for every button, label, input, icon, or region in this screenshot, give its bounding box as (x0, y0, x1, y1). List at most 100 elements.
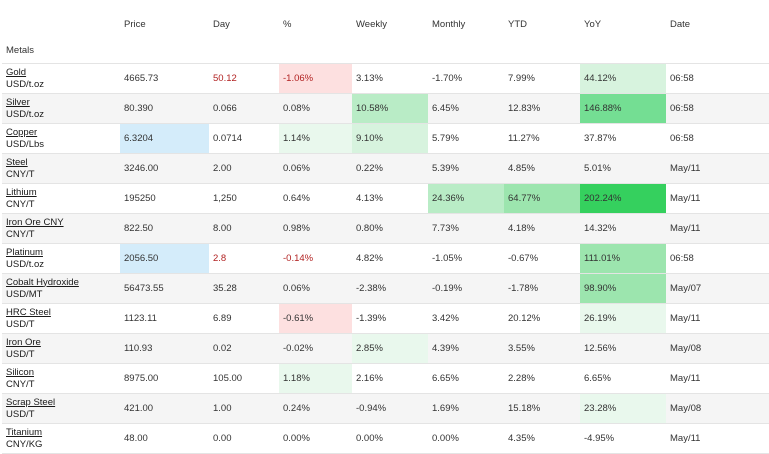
percent-change-cell: 0.24% (279, 393, 352, 424)
day-change-cell: 35.28 (209, 273, 279, 304)
ytd-cell: 2.28% (504, 363, 580, 394)
table-row: Copper USD/Lbs 6.3204 0.0714 1.14% 9.10% … (2, 123, 769, 154)
header-date: Date (670, 19, 691, 30)
percent-change-cell: 0.64% (279, 183, 352, 214)
ytd-cell: 3.55% (504, 333, 580, 364)
monthly-cell: -0.19% (428, 273, 504, 304)
metal-link-cobalt-hydroxide[interactable]: Cobalt Hydroxide (6, 276, 79, 288)
ytd-cell: 4.35% (504, 423, 580, 454)
date-cell: May/11 (666, 363, 769, 394)
price-cell: 8975.00 (120, 363, 209, 394)
yoy-cell: 44.12% (580, 63, 666, 94)
table-row: Silver USD/t.oz 80.390 0.066 0.08% 10.58%… (2, 93, 769, 124)
metal-unit: USD/MT (6, 288, 43, 300)
metal-cell: Scrap Steel USD/T (2, 393, 120, 424)
ytd-cell: -0.67% (504, 243, 580, 274)
metal-link-copper[interactable]: Copper (6, 126, 38, 138)
metal-link-hrc-steel[interactable]: HRC Steel (6, 306, 51, 318)
metal-link-iron-ore-cny[interactable]: Iron Ore CNY (6, 216, 64, 228)
header-percent: % (283, 19, 292, 30)
monthly-cell: -1.05% (428, 243, 504, 274)
percent-change-cell: 0.00% (279, 423, 352, 454)
metal-unit: CNY/T (6, 198, 35, 210)
table-row: Cobalt Hydroxide USD/MT 56473.55 35.28 0.… (2, 273, 769, 304)
metal-unit: USD/Lbs (6, 138, 45, 150)
metal-unit: CNY/KG (6, 438, 43, 450)
weekly-cell: -0.94% (352, 393, 428, 424)
price-cell: 48.00 (120, 423, 209, 454)
metal-cell: Cobalt Hydroxide USD/MT (2, 273, 120, 304)
price-cell: 4665.73 (120, 63, 209, 94)
date-cell: May/08 (666, 393, 769, 424)
metal-cell: Silver USD/t.oz (2, 93, 120, 124)
percent-change-cell: 0.06% (279, 273, 352, 304)
monthly-cell: 0.00% (428, 423, 504, 454)
metal-cell: Iron Ore CNY CNY/T (2, 213, 120, 244)
metal-link-gold[interactable]: Gold (6, 66, 27, 78)
ytd-cell: 64.77% (504, 183, 580, 214)
table-row: Platinum USD/t.oz 2056.50 2.8 -0.14% 4.82… (2, 243, 769, 274)
date-cell: May/11 (666, 183, 769, 214)
metal-link-steel[interactable]: Steel (6, 156, 28, 168)
weekly-cell: 10.58% (352, 93, 428, 124)
yoy-cell: 98.90% (580, 273, 666, 304)
metal-link-silicon[interactable]: Silicon (6, 366, 34, 378)
percent-change-cell: -0.14% (279, 243, 352, 274)
ytd-cell: -1.78% (504, 273, 580, 304)
monthly-cell: 7.73% (428, 213, 504, 244)
weekly-cell: 3.13% (352, 63, 428, 94)
metal-cell: Steel CNY/T (2, 153, 120, 184)
percent-change-cell: 0.98% (279, 213, 352, 244)
day-change-cell: 105.00 (209, 363, 279, 394)
metal-unit: CNY/T (6, 168, 35, 180)
table-row: Lithium CNY/T 195250 1,250 0.64% 4.13% 24… (2, 183, 769, 214)
metal-link-titanium[interactable]: Titanium (6, 426, 43, 438)
monthly-cell: 3.42% (428, 303, 504, 334)
day-change-cell: 0.00 (209, 423, 279, 454)
date-cell: 06:58 (666, 243, 769, 274)
metal-cell: HRC Steel USD/T (2, 303, 120, 334)
table-row: Titanium CNY/KG 48.00 0.00 0.00% 0.00% 0.… (2, 423, 769, 454)
metal-link-scrap-steel[interactable]: Scrap Steel (6, 396, 56, 408)
date-cell: May/11 (666, 423, 769, 454)
ytd-cell: 11.27% (504, 123, 580, 154)
day-change-cell: 1,250 (209, 183, 279, 214)
metal-link-lithium[interactable]: Lithium (6, 186, 37, 198)
monthly-cell: 4.39% (428, 333, 504, 364)
percent-change-cell: 0.08% (279, 93, 352, 124)
metal-unit: CNY/T (6, 378, 35, 390)
monthly-cell: -1.70% (428, 63, 504, 94)
yoy-cell: 14.32% (580, 213, 666, 244)
yoy-cell: 6.65% (580, 363, 666, 394)
weekly-cell: 0.80% (352, 213, 428, 244)
metal-unit: USD/t.oz (6, 258, 45, 270)
percent-change-cell: 1.18% (279, 363, 352, 394)
metal-cell: Platinum USD/t.oz (2, 243, 120, 274)
date-cell: May/07 (666, 273, 769, 304)
ytd-cell: 4.85% (504, 153, 580, 184)
metal-link-platinum[interactable]: Platinum (6, 246, 43, 258)
weekly-cell: 0.00% (352, 423, 428, 454)
weekly-cell: 9.10% (352, 123, 428, 154)
monthly-cell: 5.79% (428, 123, 504, 154)
date-cell: May/08 (666, 333, 769, 364)
percent-change-cell: -0.61% (279, 303, 352, 334)
metal-link-iron-ore[interactable]: Iron Ore (6, 336, 41, 348)
ytd-cell: 20.12% (504, 303, 580, 334)
date-cell: May/11 (666, 303, 769, 334)
metal-cell: Titanium CNY/KG (2, 423, 120, 454)
header-metals: Metals (6, 45, 34, 56)
table-row: Iron Ore CNY CNY/T 822.50 8.00 0.98% 0.80… (2, 213, 769, 244)
weekly-cell: -2.38% (352, 273, 428, 304)
date-cell: 06:58 (666, 93, 769, 124)
metal-link-silver[interactable]: Silver (6, 96, 30, 108)
header-yoy: YoY (584, 19, 602, 30)
percent-change-cell: -0.02% (279, 333, 352, 364)
day-change-cell: 0.066 (209, 93, 279, 124)
day-change-cell: 6.89 (209, 303, 279, 334)
metal-unit: CNY/T (6, 228, 35, 240)
date-cell: 06:58 (666, 123, 769, 154)
metal-unit: USD/t.oz (6, 78, 45, 90)
